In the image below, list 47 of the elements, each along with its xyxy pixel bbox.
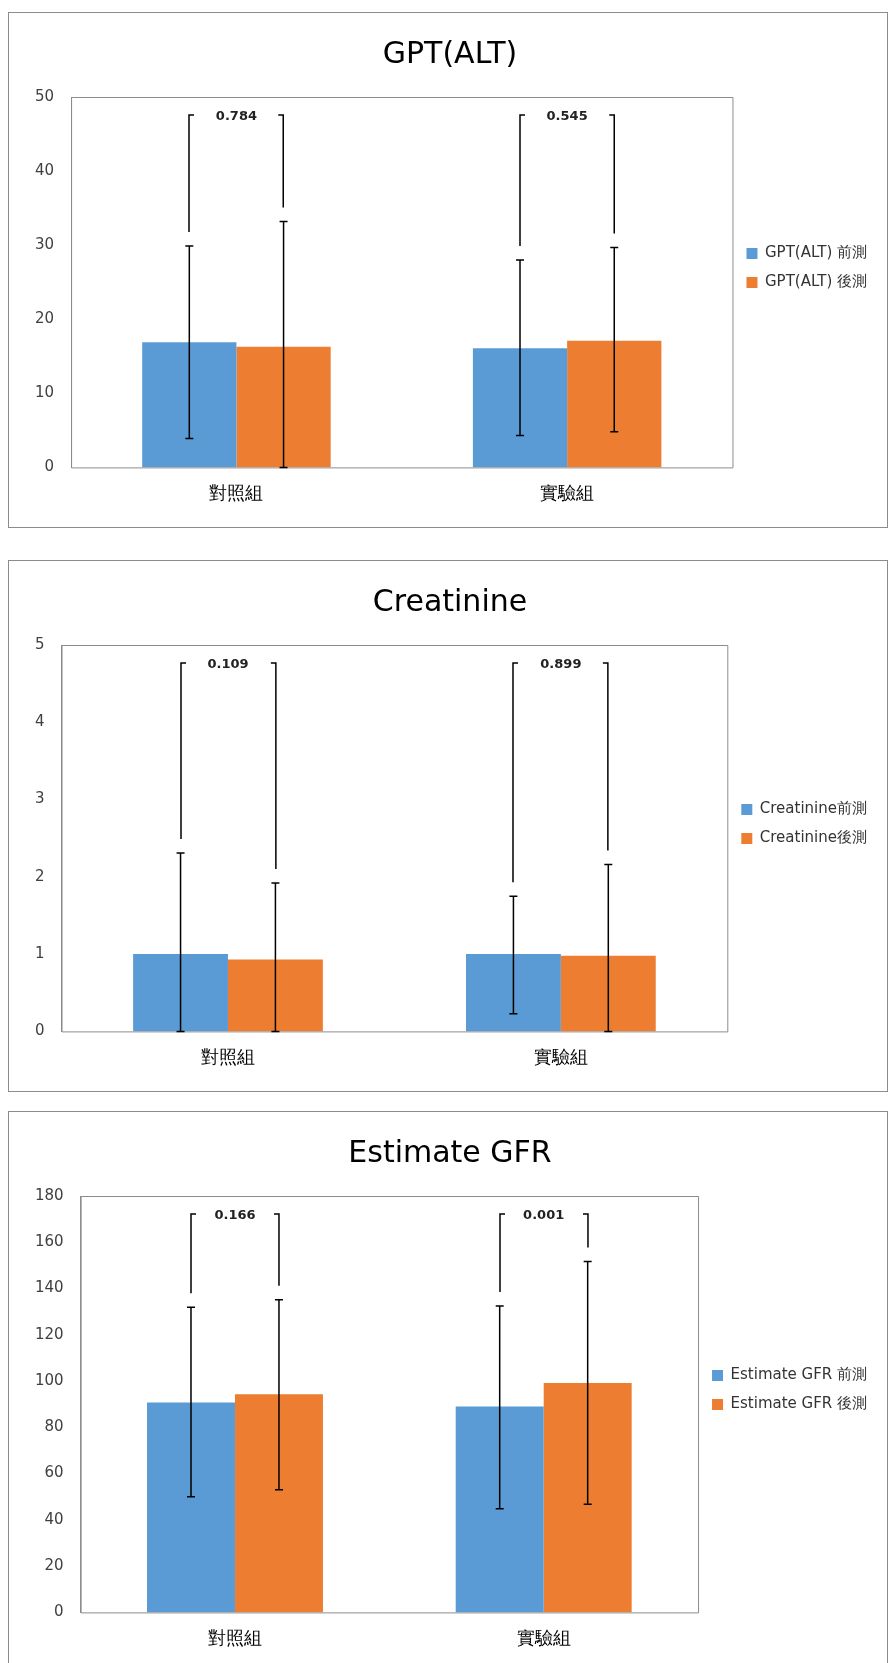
bar (455, 1406, 544, 1613)
y-tick-label: 120 (34, 1324, 64, 1343)
legend-label: GPT(ALT) 後測 (764, 272, 868, 291)
y-tick-label: 0 (54, 1602, 64, 1621)
y-tick-label: 60 (44, 1463, 64, 1482)
y-tick-label: 160 (34, 1232, 64, 1251)
bar (234, 1394, 323, 1613)
annotation: 0.899 (540, 656, 582, 672)
chart-title: Creatinine (372, 582, 528, 618)
legend-label: Creatinine前測 (759, 799, 868, 818)
chart-title: GPT(ALT) (382, 34, 518, 70)
y-tick-label: 20 (34, 309, 55, 328)
annotation: 0.109 (207, 656, 249, 672)
annotation: 0.166 (214, 1207, 256, 1223)
x-tick-label: 對照組 (209, 481, 264, 503)
y-tick-label: 10 (34, 383, 55, 402)
y-tick-label: 80 (44, 1417, 64, 1436)
y-tick-label: 30 (34, 235, 55, 254)
y-tick-label: 140 (34, 1278, 64, 1297)
y-tick-label: 3 (35, 789, 45, 808)
x-tick-label: 對照組 (207, 1626, 262, 1648)
y-tick-label: 180 (34, 1185, 64, 1204)
y-tick-label: 4 (35, 712, 45, 731)
y-tick-label: 0 (44, 457, 55, 476)
y-tick-label: 2 (35, 866, 45, 885)
legend-label: GPT(ALT) 前測 (764, 243, 868, 262)
legend-label: Estimate GFR 前測 (730, 1365, 867, 1384)
x-tick-label: 實驗組 (516, 1626, 571, 1648)
legend-label: Estimate GFR 後測 (730, 1394, 867, 1413)
y-tick-label: 40 (34, 160, 55, 179)
y-tick-label: 40 (44, 1509, 64, 1528)
y-tick-label: 50 (34, 86, 55, 105)
y-tick-label: 100 (34, 1370, 64, 1389)
x-tick-label: 實驗組 (540, 481, 595, 503)
annotation: 0.545 (546, 108, 588, 124)
x-tick-label: 對照組 (200, 1045, 255, 1067)
y-tick-label: 20 (44, 1556, 64, 1575)
annotation: 0.001 (523, 1207, 565, 1223)
x-tick-label: 實驗組 (533, 1045, 588, 1067)
y-tick-label: 0 (35, 1021, 45, 1040)
y-tick-label: 5 (35, 634, 45, 653)
bar (147, 1402, 235, 1613)
annotation: 0.784 (215, 108, 257, 124)
y-tick-label: 1 (35, 944, 45, 963)
legend-label: Creatinine後測 (759, 828, 868, 847)
chart-title: Estimate GFR (348, 1133, 552, 1169)
bar (543, 1382, 632, 1613)
